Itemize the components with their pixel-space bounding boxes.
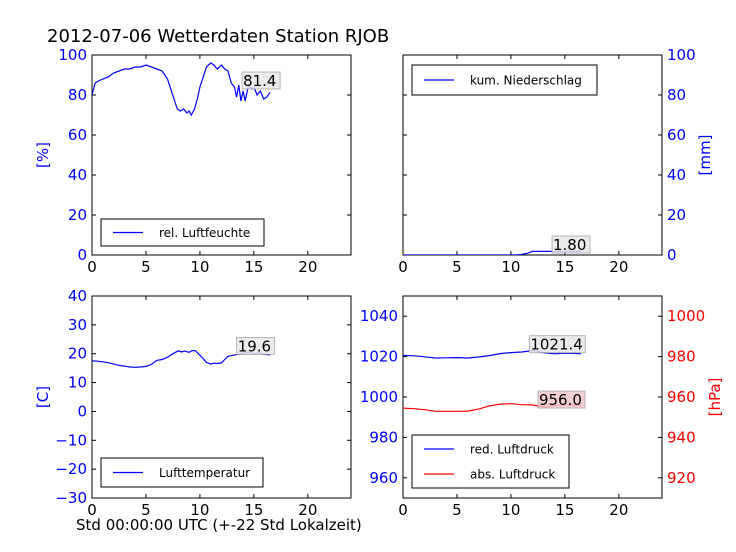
series-line-0	[92, 349, 271, 368]
annotation-label: 1.80	[553, 236, 586, 254]
x-tick-label: 5	[452, 258, 462, 276]
y-axis-label: [hPa]	[706, 378, 724, 417]
y-tick-label-right: 940	[667, 428, 696, 446]
legend-box	[411, 64, 598, 96]
y-tick-label-left: 100	[58, 46, 87, 64]
x-tick-label: 15	[555, 501, 574, 519]
x-tick-label: 10	[501, 501, 520, 519]
x-tick-label: 15	[244, 258, 263, 276]
y-tick-label-right: 920	[667, 469, 696, 487]
legend-label: kum. Niederschlag	[470, 74, 582, 88]
annotation-label: 1021.4	[530, 336, 583, 354]
y-tick-label-right: 1000	[667, 307, 705, 325]
x-tick-label: 10	[501, 258, 520, 276]
y-tick-label-left: 0	[77, 246, 87, 264]
chart-panel-top-left	[91, 54, 352, 256]
y-tick-label-left: 960	[369, 469, 398, 487]
y-tick-label-left: −30	[55, 489, 87, 507]
y-tick-label-left: 980	[369, 428, 398, 446]
y-tick-label-left: −10	[55, 431, 87, 449]
legend-label: rel. Luftfeuchte	[159, 226, 250, 240]
x-tick-label: 20	[298, 258, 317, 276]
y-tick-label-left: 20	[68, 345, 87, 363]
legend-label: abs. Luftdruck	[470, 468, 555, 482]
y-tick-label-left: 40	[68, 166, 87, 184]
annotation-box	[551, 235, 591, 254]
annotation-box	[241, 71, 281, 90]
y-axis-label: [mm]	[696, 135, 714, 176]
y-tick-label-right: 100	[667, 46, 696, 64]
y-tick-label-right: 80	[667, 86, 686, 104]
y-tick-label-left: 20	[68, 206, 87, 224]
y-tick-label-right: 980	[667, 348, 696, 366]
y-tick-label-left: 0	[77, 402, 87, 420]
x-tick-label: 20	[298, 501, 317, 519]
x-tick-label: 0	[87, 258, 97, 276]
y-axis-label: [%]	[34, 142, 52, 168]
y-tick-label-left: 10	[68, 374, 87, 392]
y-axis-label: [C]	[34, 386, 52, 408]
y-tick-label-left: 40	[68, 287, 87, 305]
x-tick-label: 5	[141, 501, 151, 519]
x-tick-label: 5	[452, 501, 462, 519]
legend-label: red. Luftdruck	[470, 443, 554, 457]
plot-frame	[91, 54, 352, 256]
annotation-box	[236, 337, 276, 355]
y-tick-label-right: 960	[667, 388, 696, 406]
y-tick-label-left: 30	[68, 316, 87, 334]
x-tick-label: 20	[609, 501, 628, 519]
chart-panel-bottom-left	[91, 295, 352, 499]
series-line-0	[92, 62, 271, 117]
y-tick-label-left: 1040	[360, 307, 398, 325]
chart-panel-bottom-right	[402, 295, 663, 499]
x-tick-label: 5	[141, 258, 151, 276]
plot-frame	[402, 54, 663, 256]
x-tick-label: 0	[87, 501, 97, 519]
annotation-box	[537, 390, 586, 409]
y-tick-label-left: 1020	[360, 348, 398, 366]
annotation-label: 81.4	[243, 72, 276, 90]
x-tick-label: 15	[555, 258, 574, 276]
plot-frame	[91, 295, 352, 499]
y-tick-label-left: −20	[55, 460, 87, 478]
y-tick-label-right: 20	[667, 206, 686, 224]
y-tick-label-right: 0	[667, 246, 677, 264]
legend-label: Lufttemperatur	[159, 466, 250, 480]
figure-title: 2012-07-06 Wetterdaten Station RJOB	[47, 26, 390, 47]
x-tick-label: 0	[398, 258, 408, 276]
series-line-0	[403, 349, 582, 359]
y-tick-label-right: 40	[667, 166, 686, 184]
annotation-label: 956.0	[539, 391, 582, 409]
y-tick-label-left: 1000	[360, 388, 398, 406]
x-tick-label: 10	[190, 258, 209, 276]
x-tick-label: 10	[190, 501, 209, 519]
y-tick-label-left: 60	[68, 126, 87, 144]
legend-box	[411, 434, 570, 489]
x-tick-label: 20	[609, 258, 628, 276]
y-tick-label-left: 80	[68, 86, 87, 104]
annotation-box	[528, 335, 586, 354]
chart-panel-top-right	[402, 54, 663, 256]
x-tick-label: 15	[244, 501, 263, 519]
annotation-label: 19.6	[238, 337, 271, 355]
x-axis-label: Std 00:00:00 UTC (+-22 Std Lokalzeit)	[76, 516, 362, 534]
x-tick-label: 0	[398, 501, 408, 519]
y-tick-label-right: 60	[667, 126, 686, 144]
